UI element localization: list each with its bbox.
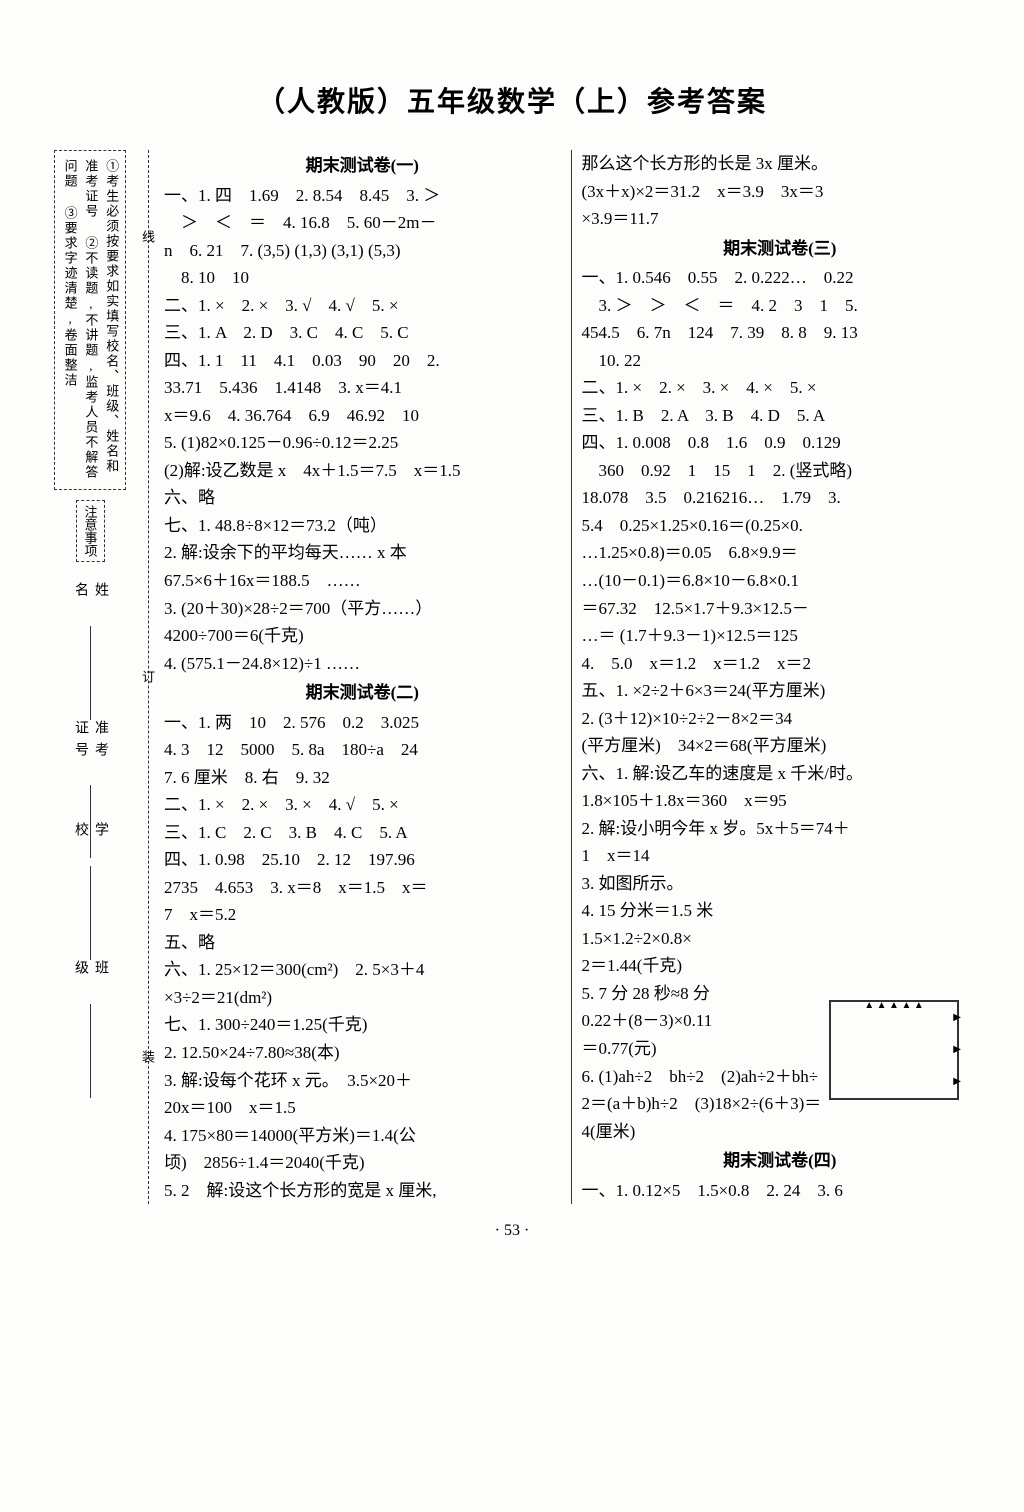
answer-line: 三、1. A 2. D 3. C 4. C 5. C (164, 319, 561, 347)
marker-zhuang: 装 (138, 1050, 157, 1063)
answer-line: 67.5×6＋16x＝188.5 …… (164, 567, 561, 595)
answer-line: 六、1. 25×12＝300(cm²) 2. 5×3＋4 (164, 956, 561, 984)
column-left: 期末测试卷(一) 一、1. 四 1.69 2. 8.54 8.45 3. ＞ ＞… (158, 150, 572, 1204)
answer-line: 2＝1.44(千克) (582, 952, 979, 980)
answer-line: 一、1. 0.12×5 1.5×0.8 2. 24 3. 6 (582, 1177, 979, 1205)
answer-line: 3. (20＋30)×28÷2＝700（平方……） (164, 595, 561, 623)
answer-line: 4. 175×80＝14000(平方米)＝1.4(公 (164, 1122, 561, 1150)
fill-school-class: 学校 班级 (70, 822, 110, 1042)
answer-line: 1 x＝14 (582, 842, 979, 870)
answer-line: 2. 解:设余下的平均每天…… x 本 (164, 539, 561, 567)
answer-line: 8. 10 10 (164, 264, 561, 292)
answer-line: 5. (1)82×0.125－0.96÷0.12＝2.25 (164, 429, 561, 457)
answer-line: 七、1. 300÷240＝1.25(千克) (164, 1011, 561, 1039)
answer-line: 7 x＝5.2 (164, 901, 561, 929)
label-examid: 准考证号 (70, 720, 110, 779)
answer-line: 360 0.92 1 15 1 2. (竖式略) (582, 457, 979, 485)
answer-line: 一、1. 0.546 0.55 2. 0.222… 0.22 (582, 264, 979, 292)
answer-line: 七、1. 48.8÷8×12＝73.2（吨） (164, 512, 561, 540)
answer-line: 二、1. × 2. × 3. × 4. √ 5. × (164, 791, 561, 819)
notice-label: 注意事项 (76, 500, 105, 562)
answer-line: 二、1. × 2. × 3. √ 4. √ 5. × (164, 292, 561, 320)
marker-ding: 订 (138, 670, 157, 683)
blank-line (90, 866, 91, 960)
label-class: 班级 (70, 960, 110, 998)
answer-line: (3x＋x)×2＝31.2 x＝3.9 3x＝3 (582, 178, 979, 206)
answer-line: 1.5×1.2÷2×0.8× (582, 925, 979, 953)
answer-line: 3. ＞ ＞ ＜ ＝ 4. 2 3 1 5. (582, 292, 979, 320)
answer-line: 33.71 5.436 1.4148 3. x＝4.1 (164, 374, 561, 402)
answer-line: 三、1. B 2. A 3. B 4. D 5. A (582, 402, 979, 430)
answer-line: 顷) 2856÷1.4＝2040(千克) (164, 1149, 561, 1177)
answer-line: (2)解:设乙数是 x 4x＋1.5＝7.5 x＝1.5 (164, 457, 561, 485)
answer-line: ×3÷2＝21(dm²) (164, 984, 561, 1012)
answer-line: 5.4 0.25×1.25×0.16＝(0.25×0. (582, 512, 979, 540)
header-test1: 期末测试卷(一) (164, 152, 561, 180)
answer-line: ＞ ＜ ＝ 4. 16.8 5. 60－2m－ (164, 209, 561, 237)
answer-line: 2735 4.653 3. x＝8 x＝1.5 x＝ (164, 874, 561, 902)
diagram-arrows-side: ▶▶▶ (953, 1002, 961, 1098)
answer-line: n 6. 21 7. (3,5) (1,3) (3,1) (5,3) (164, 237, 561, 265)
answer-line: 一、1. 两 10 2. 576 0.2 3.025 (164, 709, 561, 737)
header-test4: 期末测试卷(四) (582, 1147, 979, 1175)
answer-line: 3. 解:设每个花环 x 元。 3.5×20＋ (164, 1067, 561, 1095)
answer-line: 7. 6 厘米 8. 右 9. 32 (164, 764, 561, 792)
page-title: （人教版）五年级数学（上）参考答案 (40, 80, 984, 120)
answer-line: 3. 如图所示。 (582, 870, 979, 898)
diagram-arrows-top: ▲ ▲ ▲ ▲ ▲ (831, 998, 957, 1014)
answer-line: 2. (3＋12)×10÷2÷2－8×2＝34 (582, 705, 979, 733)
answer-line: 2. 解:设小明今年 x 岁。5x＋5＝74＋ (582, 815, 979, 843)
header-test2: 期末测试卷(二) (164, 679, 561, 707)
answer-line: …(10－0.1)＝6.8×10－6.8×0.1 (582, 567, 979, 595)
answer-line: 三、1. C 2. C 3. B 4. C 5. A (164, 819, 561, 847)
answer-line: …1.25×0.8)＝0.05 6.8×9.9＝ (582, 539, 979, 567)
column-right: 那么这个长方形的长是 3x 厘米。 (3x＋x)×2＝31.2 x＝3.9 3x… (572, 150, 985, 1204)
answer-line: 一、1. 四 1.69 2. 8.54 8.45 3. ＞ (164, 182, 561, 210)
answer-line: 六、略 (164, 484, 561, 512)
answer-line: 5. 2 解:设这个长方形的宽是 x 厘米, (164, 1177, 561, 1205)
answer-line: ＝67.32 12.5×1.7＋9.3×12.5－ (582, 595, 979, 623)
exam-notice: ①考生必须按要求如实填写校名、班级、姓名和准考证号 ②不读题,不讲题,监考人员不… (54, 150, 126, 490)
answer-line: 2. 12.50×24÷7.80≈38(本) (164, 1039, 561, 1067)
answer-line: 20x＝100 x＝1.5 (164, 1094, 561, 1122)
label-name: 姓名 (70, 582, 110, 620)
answer-line: 六、1. 解:设乙车的速度是 x 千米/时。 (582, 760, 979, 788)
answer-line: …＝ (1.7＋9.3－1)×12.5＝125 (582, 622, 979, 650)
answer-line: 四、1. 0.98 25.10 2. 12 197.96 (164, 846, 561, 874)
left-margin: ①考生必须按要求如实填写校名、班级、姓名和准考证号 ②不读题,不讲题,监考人员不… (40, 150, 140, 1204)
answer-line: x＝9.6 4. 36.764 6.9 46.92 10 (164, 402, 561, 430)
answer-line: 二、1. × 2. × 3. × 4. × 5. × (582, 374, 979, 402)
answer-line: 4. 3 12 5000 5. 8a 180÷a 24 (164, 736, 561, 764)
answer-line: 那么这个长方形的长是 3x 厘米。 (582, 150, 979, 178)
answer-line: 10. 22 (582, 347, 979, 375)
answer-line: (平方厘米) 34×2＝68(平方厘米) (582, 732, 979, 760)
blank-line (90, 626, 91, 720)
answer-line: 4(厘米) (582, 1118, 979, 1146)
answer-line: ×3.9＝11.7 (582, 205, 979, 233)
page-number: · 53 · (40, 1222, 984, 1240)
answer-line: 四、1. 1 11 4.1 0.03 90 20 2. (164, 347, 561, 375)
answer-line: 454.5 6. 7n 124 7. 39 8. 8 9. 13 (582, 319, 979, 347)
answer-line: 4. 5.0 x＝1.2 x＝1.2 x＝2 (582, 650, 979, 678)
answer-line: 五、1. ×2÷2＋6×3＝24(平方厘米) (582, 677, 979, 705)
header-test3: 期末测试卷(三) (582, 235, 979, 263)
rectangle-diagram: ▲ ▲ ▲ ▲ ▲ ▶▶▶ (829, 1000, 959, 1100)
main-columns: 期末测试卷(一) 一、1. 四 1.69 2. 8.54 8.45 3. ＞ ＞… (158, 150, 984, 1204)
answer-line: 五、略 (164, 929, 561, 957)
answer-line: 18.078 3.5 0.216216… 1.79 3. (582, 484, 979, 512)
answer-line: 1.8×105＋1.8x＝360 x＝95 (582, 787, 979, 815)
answer-line: 4200÷700＝6(千克) (164, 622, 561, 650)
answer-line: 四、1. 0.008 0.8 1.6 0.9 0.129 (582, 429, 979, 457)
label-school: 学校 (70, 822, 110, 860)
content-wrapper: ①考生必须按要求如实填写校名、班级、姓名和准考证号 ②不读题,不讲题,监考人员不… (40, 150, 984, 1204)
blank-line (90, 1004, 91, 1098)
marker-xian: 线 (138, 230, 157, 243)
answer-line: 4. (575.1－24.8×12)÷1 …… (164, 650, 561, 678)
fill-name-id: 姓名 准考证号 (70, 582, 110, 802)
answer-line: 4. 15 分米＝1.5 米 (582, 897, 979, 925)
